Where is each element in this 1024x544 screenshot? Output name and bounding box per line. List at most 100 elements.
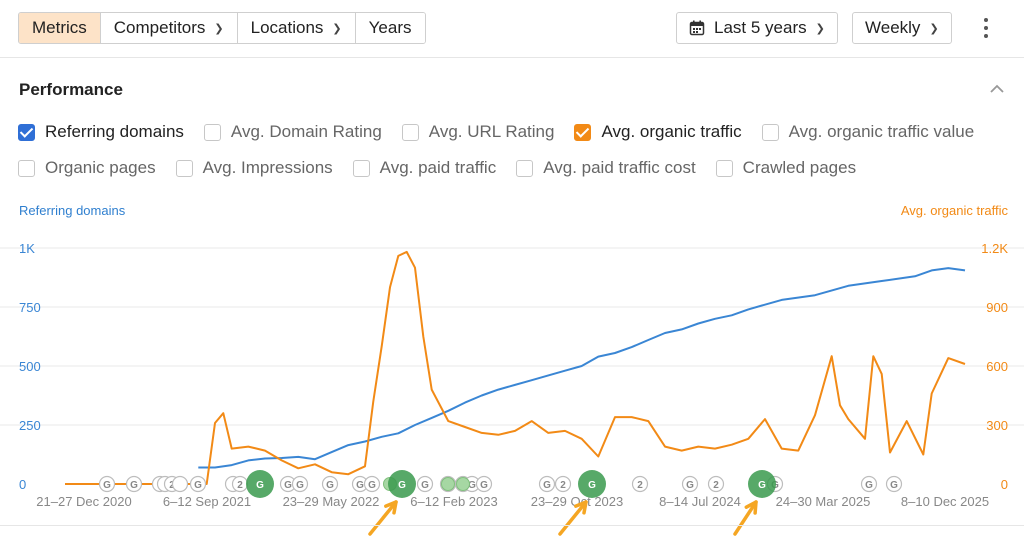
checkbox-box[interactable] <box>574 123 592 141</box>
annotation-arrow-head <box>574 500 588 515</box>
checkbox-box[interactable] <box>516 159 534 177</box>
tab-years[interactable]: Years <box>355 13 425 43</box>
checkbox-box[interactable] <box>18 159 35 177</box>
checkbox-avg-paid-traffic[interactable]: Avg. paid traffic <box>352 158 497 178</box>
x-tick-label: 6–12 Sep 2021 <box>163 494 251 509</box>
annotation-arrow-head <box>744 500 758 515</box>
tab-competitors[interactable]: Competitors ❯ <box>100 13 238 43</box>
calendar-icon <box>689 20 705 36</box>
annotation-marker <box>885 475 903 493</box>
annotation-marker <box>707 475 725 493</box>
annotation-marker-label: 2 <box>560 480 566 491</box>
x-tick-label: 6–12 Feb 2023 <box>410 494 497 509</box>
checkbox-box[interactable] <box>203 123 221 141</box>
tab-metrics[interactable]: Metrics <box>19 13 101 43</box>
checkbox-box[interactable] <box>401 123 419 141</box>
series-line <box>65 250 966 485</box>
checkbox-avg-organic-traffic-value[interactable]: Avg. organic traffic value <box>761 122 975 142</box>
annotation-marker-label: G <box>284 480 292 491</box>
checkbox-label: Crawled pages <box>742 158 857 177</box>
chevron-down-icon: ❯ <box>214 22 224 35</box>
annotation-marker-label: G <box>356 480 364 491</box>
annotation-arrow <box>733 500 758 536</box>
period-dropdown[interactable]: Last 5 years ❯ <box>676 12 838 44</box>
annotation-marker-label: G <box>326 480 334 491</box>
checkbox-label: Avg. Impressions <box>202 158 333 177</box>
annotation-marker <box>554 475 572 493</box>
tab-metrics-label: Metrics <box>32 18 87 37</box>
checkbox-avg-organic-traffic[interactable]: Avg. organic traffic <box>574 122 742 142</box>
x-tick-label: 21–27 Dec 2020 <box>36 494 131 509</box>
annotation-marker <box>681 475 699 493</box>
annotation-marker-label: G <box>296 480 304 491</box>
annotation-arrow <box>558 500 588 536</box>
checkbox-organic-pages[interactable]: Organic pages <box>18 158 156 178</box>
annotation-marker-label: G <box>421 480 429 491</box>
chevron-down-icon: ❯ <box>929 22 939 35</box>
annotation-marker <box>441 477 455 491</box>
checkbox-crawled-pages[interactable]: Crawled pages <box>715 158 857 178</box>
x-tick-label: 23–29 May 2022 <box>283 494 380 509</box>
highlighted-annotation-marker <box>748 470 776 498</box>
checkbox-label: Avg. Domain Rating <box>230 122 382 141</box>
interval-dropdown[interactable]: Weekly ❯ <box>852 12 952 44</box>
annotation-marker-label: G <box>480 480 488 491</box>
chevron-up-icon[interactable] <box>988 82 1006 96</box>
annotation-marker-label: G <box>256 480 264 491</box>
x-tick-label: 8–10 Dec 2025 <box>901 494 989 509</box>
interval-label: Weekly <box>865 18 921 37</box>
checkbox-box[interactable] <box>761 123 779 141</box>
annotation-marker-label: G <box>890 480 898 491</box>
checkbox-label: Avg. paid traffic <box>379 158 497 177</box>
checkbox-label: Avg. organic traffic <box>601 122 742 141</box>
annotation-marker-label: G <box>130 480 138 491</box>
annotation-marker-label: G <box>194 480 202 491</box>
highlighted-annotation-marker <box>246 470 274 498</box>
chevron-down-icon: ❯ <box>815 22 825 35</box>
checkbox-avg-domain-rating[interactable]: Avg. Domain Rating <box>203 122 382 142</box>
checkbox-label: Avg. organic traffic value <box>788 122 975 141</box>
checkbox-avg-url-rating[interactable]: Avg. URL Rating <box>401 122 555 142</box>
annotation-marker <box>860 475 878 493</box>
checkbox-label: Organic pages <box>45 158 156 177</box>
annotation-marker-label: G <box>103 480 111 491</box>
x-tick-label: 24–30 Mar 2025 <box>776 494 871 509</box>
annotation-marker-label: G <box>543 480 551 491</box>
left-tick-label: 500 <box>19 359 41 374</box>
annotation-marker-label: G <box>368 480 376 491</box>
tab-locations-label: Locations <box>250 18 324 37</box>
metric-toggles-row1: Referring domains Avg. Domain Rating Avg… <box>18 120 994 144</box>
annotation-marker <box>363 475 381 493</box>
checkbox-box[interactable] <box>715 159 733 177</box>
right-tick-label: 1.2K <box>981 241 1008 256</box>
section-title: Performance <box>19 80 123 99</box>
annotation-marker <box>456 477 470 491</box>
checkbox-avg-paid-traffic-cost[interactable]: Avg. paid traffic cost <box>516 158 696 178</box>
checkbox-avg-impressions[interactable]: Avg. Impressions <box>175 158 333 178</box>
panel-divider <box>0 525 1024 526</box>
right-tick-label: 600 <box>986 359 1008 374</box>
checkbox-box[interactable] <box>352 159 370 177</box>
annotation-marker <box>631 475 649 493</box>
annotation-marker <box>538 475 556 493</box>
annotation-marker <box>321 475 339 493</box>
tab-locations[interactable]: Locations ❯ <box>237 13 356 43</box>
checkbox-box[interactable] <box>18 123 35 141</box>
annotation-marker-label: G <box>468 480 476 491</box>
annotation-marker <box>416 475 434 493</box>
highlighted-annotation-marker <box>578 470 606 498</box>
right-tick-label: 300 <box>986 418 1008 433</box>
annotation-marker-label: G <box>758 480 766 491</box>
checkbox-referring-domains[interactable]: Referring domains <box>18 122 184 142</box>
left-tick-label: 750 <box>19 300 41 315</box>
chevron-down-icon: ❯ <box>332 22 342 35</box>
period-label: Last 5 years <box>714 18 807 37</box>
checkbox-label: Referring domains <box>45 122 184 141</box>
checkbox-box[interactable] <box>175 159 193 177</box>
checkbox-label: Avg. URL Rating <box>428 122 555 141</box>
performance-chart[interactable]: 1K 750 500 250 0 1.2K 900 600 300 0 21–27 Dec 2020… <box>0 228 1024 544</box>
left-tick-label: 250 <box>19 418 41 433</box>
x-tick-label: 23–29 Oct 2023 <box>531 494 624 509</box>
series-line <box>198 267 966 469</box>
more-vertical-icon[interactable] <box>978 14 994 42</box>
